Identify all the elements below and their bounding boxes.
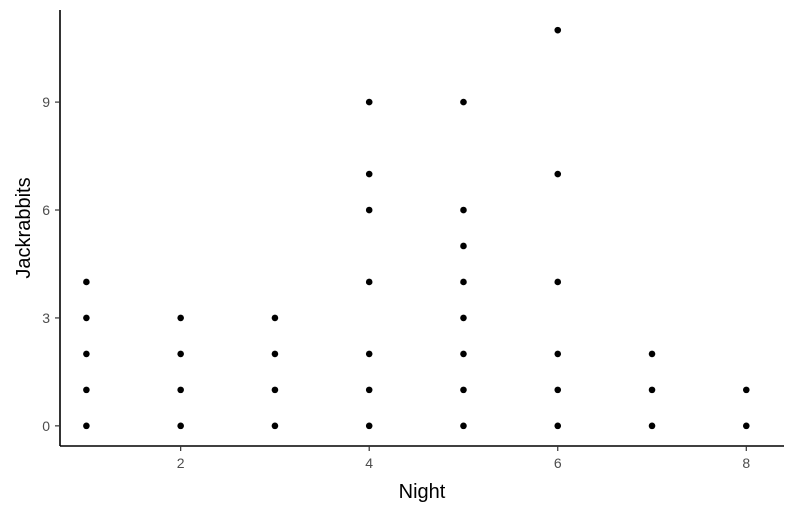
data-point [742, 386, 750, 394]
data-point [365, 170, 373, 178]
data-point [83, 350, 90, 358]
data-point [554, 350, 562, 358]
data-point [460, 422, 467, 430]
data-point [460, 278, 467, 286]
data-point [460, 350, 467, 358]
y-ticks: 0 3 6 9 [42, 94, 60, 434]
x-axis-title: Night [399, 481, 446, 503]
data-point [460, 242, 467, 250]
data-point [177, 350, 184, 358]
data-point [742, 422, 750, 430]
x-tick-label: 6 [554, 455, 562, 471]
data-point [177, 422, 184, 430]
data-point [554, 278, 562, 286]
y-tick-label: 0 [42, 418, 50, 434]
data-point [177, 386, 184, 394]
data-point [648, 422, 656, 430]
data-point [271, 386, 279, 394]
x-tick-label: 8 [742, 455, 750, 471]
data-point [271, 314, 279, 322]
x-tick-label: 2 [177, 455, 185, 471]
y-tick-label: 6 [42, 202, 50, 218]
data-point [83, 278, 90, 286]
data-point [554, 26, 562, 34]
data-point [460, 206, 467, 214]
x-ticks: 2 4 6 8 [177, 446, 750, 471]
x-tick-label: 4 [365, 455, 373, 471]
data-point [365, 206, 373, 214]
data-point [365, 422, 373, 430]
y-axis-title: Jackrabbits [13, 177, 35, 278]
data-point [365, 98, 373, 106]
data-point [460, 314, 467, 322]
data-point [271, 422, 279, 430]
data-point [177, 314, 184, 322]
data-point [365, 350, 373, 358]
data-point [554, 170, 562, 178]
data-points [83, 26, 750, 430]
data-point [460, 386, 467, 394]
data-point [648, 386, 656, 394]
data-point [83, 422, 90, 430]
data-point [83, 386, 90, 394]
data-point [365, 278, 373, 286]
data-point [83, 314, 90, 322]
y-tick-label: 3 [42, 310, 50, 326]
data-point [648, 350, 656, 358]
y-tick-label: 9 [42, 94, 50, 110]
data-point [460, 98, 467, 106]
data-point [554, 386, 562, 394]
data-point [271, 350, 279, 358]
plot-area: 2 4 6 8 0 3 6 9 [42, 10, 784, 471]
data-point [554, 422, 562, 430]
data-point [365, 386, 373, 394]
